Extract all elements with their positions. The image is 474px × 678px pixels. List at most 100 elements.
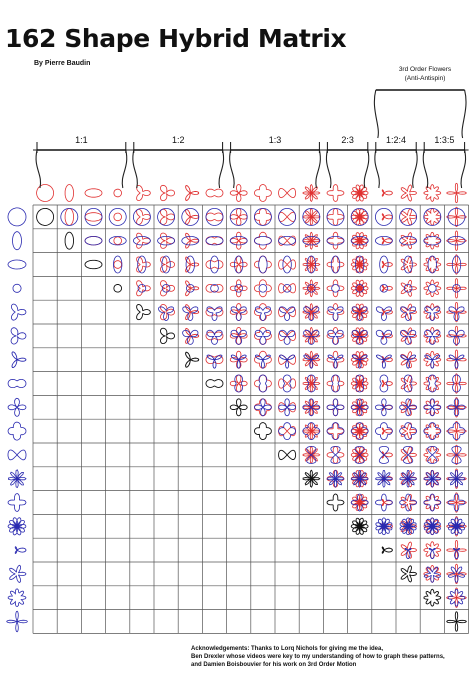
diagonal-shape xyxy=(205,379,224,388)
hybrid-shape-row xyxy=(108,208,127,226)
hybrid-shape-column xyxy=(381,332,393,340)
hybrid-shape-row xyxy=(278,422,297,441)
hybrid-shape-column xyxy=(381,213,393,221)
ratio-brackets: 1:1 1:2 1:3 2:3 1:2:4 1:3:5 xyxy=(33,135,469,189)
hybrid-shape-row xyxy=(326,236,345,246)
hybrid-shape-row xyxy=(206,354,223,369)
hybrid-shape-column xyxy=(423,541,442,559)
bracket-leg xyxy=(422,149,429,189)
hybrid-shape-row xyxy=(375,329,393,345)
bracket-leg xyxy=(412,149,418,189)
hybrid-shape-row xyxy=(84,208,103,226)
hybrid-shape-row xyxy=(326,470,345,488)
hybrid-shape-row xyxy=(278,329,296,345)
hybrid-shape-row xyxy=(303,329,320,345)
hybrid-shape-column xyxy=(423,255,442,274)
hybrid-shape-column xyxy=(326,279,345,298)
hybrid-shape-column xyxy=(136,232,151,249)
column-shape xyxy=(278,187,296,199)
hybrid-shape-column xyxy=(302,350,321,369)
matrix-cells xyxy=(36,206,467,632)
hybrid-shape-row xyxy=(182,329,199,345)
hybrid-shape-column xyxy=(350,422,369,440)
hybrid-shape-row xyxy=(161,284,171,293)
third-order-leg xyxy=(461,89,467,139)
hybrid-shape-row xyxy=(423,208,442,226)
hybrid-shape-column xyxy=(423,565,442,583)
hybrid-shape-row xyxy=(374,470,393,488)
hybrid-shape-row xyxy=(254,329,272,345)
hybrid-shape-row xyxy=(350,236,369,246)
hybrid-shape-row xyxy=(423,566,441,583)
row-shape xyxy=(11,351,27,369)
hybrid-shape-column xyxy=(350,232,369,250)
hybrid-shape-row xyxy=(279,306,296,322)
column-shape xyxy=(350,184,369,202)
hybrid-shape-row xyxy=(424,354,441,369)
hybrid-shape-column xyxy=(381,356,393,364)
hybrid-shape-column xyxy=(446,373,467,394)
third-order-flowers-label: 3rd Order Flowers (Anti-Antispin) xyxy=(380,66,470,83)
hybrid-shape-row xyxy=(327,329,344,345)
hybrid-shape-row xyxy=(447,589,466,607)
hybrid-shape-column xyxy=(446,587,467,608)
hybrid-shape-column xyxy=(205,283,224,293)
hybrid-shape-row xyxy=(423,517,441,536)
diagonal-shape xyxy=(84,259,103,270)
hybrid-shape-row xyxy=(379,284,389,293)
hybrid-shape-row xyxy=(452,547,461,560)
row-shape xyxy=(10,327,27,345)
bracket-leg xyxy=(315,149,321,189)
hybrid-shape-row xyxy=(133,236,151,246)
hybrid-shape-column xyxy=(400,351,418,369)
column-shape xyxy=(64,184,74,202)
diagonal-shape xyxy=(113,284,122,293)
hybrid-shape-column xyxy=(229,303,248,322)
hybrid-shape-column xyxy=(160,280,176,297)
ratio-label: 2:3 xyxy=(341,135,354,145)
hybrid-shape-column xyxy=(350,446,369,464)
hybrid-shape-row xyxy=(399,329,417,345)
hybrid-shape-column xyxy=(302,445,321,464)
hybrid-shape-column xyxy=(350,279,369,297)
hybrid-shape-column xyxy=(400,493,418,512)
hybrid-shape-column xyxy=(302,374,321,393)
hybrid-shape-row xyxy=(254,236,272,246)
bracket-leg xyxy=(121,149,128,189)
hybrid-shape-column xyxy=(381,451,393,459)
row-shape xyxy=(12,231,22,251)
hybrid-shape-row xyxy=(379,374,389,393)
matrix-grid xyxy=(32,204,469,634)
hybrid-shape-row xyxy=(157,208,175,226)
hybrid-shape-row xyxy=(447,422,466,441)
hybrid-shape-row xyxy=(399,517,417,536)
hybrid-shape-row xyxy=(327,354,344,369)
hybrid-shape-row xyxy=(302,208,321,226)
hybrid-shape-row xyxy=(229,208,248,226)
hybrid-shape-column xyxy=(278,378,296,389)
hybrid-shape-column xyxy=(446,397,467,418)
hybrid-shape-row xyxy=(399,236,417,246)
hybrid-shape-row xyxy=(375,517,393,536)
hybrid-shape-row xyxy=(403,255,413,274)
hybrid-shape-row xyxy=(355,255,365,274)
hybrid-shape-row xyxy=(331,284,340,293)
hybrid-shape-column xyxy=(400,374,418,393)
diagonal-shape xyxy=(160,327,176,345)
hybrid-shape-column xyxy=(205,260,224,269)
hybrid-shape-row xyxy=(350,422,369,441)
column-shape xyxy=(36,184,55,202)
hybrid-shape-column xyxy=(350,351,369,369)
hybrid-shape-column xyxy=(446,254,467,275)
hybrid-shape-column xyxy=(326,374,345,393)
hybrid-shape-row xyxy=(157,236,175,246)
hybrid-shape-row xyxy=(423,493,442,512)
hybrid-shape-column xyxy=(302,231,321,250)
hybrid-shape-row xyxy=(427,446,438,464)
hybrid-shape-column xyxy=(160,232,176,249)
hybrid-shape-row xyxy=(303,354,320,369)
hybrid-shape-row xyxy=(424,329,441,345)
hybrid-shape-row xyxy=(278,208,296,226)
hybrid-shape-row xyxy=(186,284,195,293)
